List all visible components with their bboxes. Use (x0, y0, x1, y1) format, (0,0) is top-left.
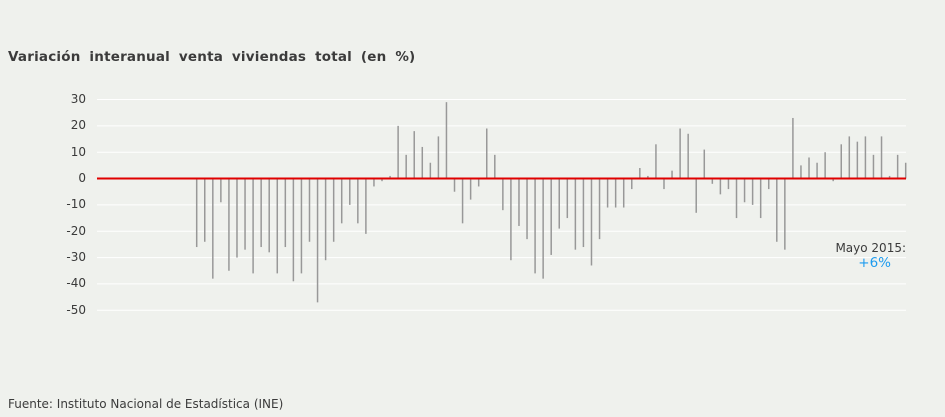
source-text: Fuente: Instituto Nacional de Estadístic… (8, 397, 284, 411)
annotation-mayo-2015: Mayo 2015: +6% (814, 241, 906, 271)
annotation-label: Mayo 2015: (835, 241, 906, 255)
annotation-value: +6% (858, 255, 891, 271)
y-axis-tick-label: -30 (66, 250, 86, 265)
y-axis-tick-label: -10 (66, 197, 86, 212)
y-axis-tick-label: 0 (78, 171, 86, 186)
y-axis-tick-label: 30 (70, 92, 86, 107)
y-axis-tick-label: -40 (66, 276, 86, 291)
y-axis-tick-label: 10 (70, 144, 86, 159)
chart-title: Variación interanual venta viviendas tot… (8, 49, 416, 65)
y-axis-tick-label: -20 (66, 223, 86, 238)
y-axis-tick-label: 20 (70, 118, 86, 133)
y-axis-tick-label: -50 (66, 302, 86, 317)
